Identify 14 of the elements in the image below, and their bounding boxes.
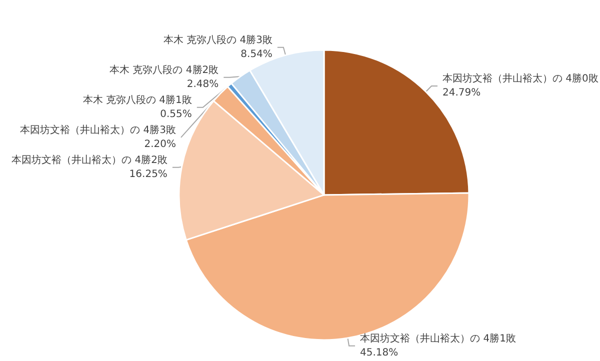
slice-label: 本木 克弥八段の 4勝1敗 [82,94,192,106]
slice-label: 本因坊文裕（井山裕太）の 4勝0敗 [442,72,598,85]
slice-label: 本木 克弥八段の 4勝2敗 [110,64,219,76]
data-label: 0.55% [160,108,192,120]
data-label: 2.20% [144,138,176,150]
slice-label: 本木 克弥八段の 4勝3敗 [163,34,272,46]
data-label: 24.79% [442,88,481,99]
data-label: 16.25% [129,168,168,180]
slice-label: 本因坊文裕（井山裕太）の 4勝1敗 [360,332,516,344]
data-label: 8.54% [240,48,272,60]
slice-label: 本因坊文裕（井山裕太）の 4勝2敗 [12,154,168,166]
data-label: 2.48% [186,78,219,90]
slice-label: 本因坊文裕（井山裕太）の 4勝3敗 [20,124,176,136]
data-label: 45.18% [360,347,398,358]
